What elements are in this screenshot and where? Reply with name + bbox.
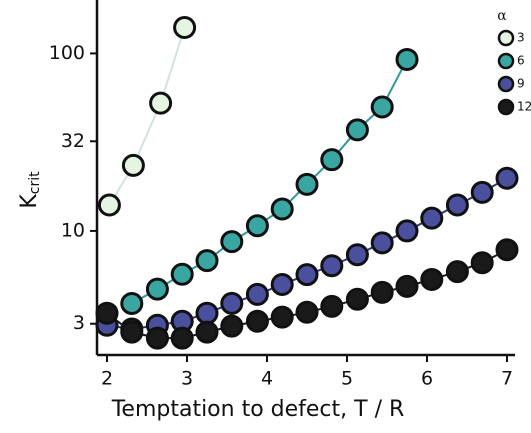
point <box>95 301 119 325</box>
legend-marker <box>497 29 515 47</box>
point <box>245 282 269 306</box>
y-tick-label: 3 <box>73 312 85 334</box>
point <box>495 166 519 190</box>
point <box>220 291 244 315</box>
point <box>470 251 494 275</box>
legend-title: α <box>497 8 507 24</box>
point <box>220 314 244 338</box>
point <box>149 91 173 115</box>
point <box>320 148 344 172</box>
point <box>420 206 444 230</box>
point <box>145 277 169 301</box>
point <box>245 309 269 333</box>
point <box>245 214 269 238</box>
point <box>345 243 369 267</box>
series-line <box>131 58 408 305</box>
legend-label: 12 <box>517 100 531 114</box>
point <box>270 273 294 297</box>
x-tick-label: 5 <box>341 368 353 390</box>
point <box>220 230 244 254</box>
legend-label: 3 <box>517 31 525 45</box>
point <box>445 260 469 284</box>
point <box>395 274 419 298</box>
point <box>320 294 344 318</box>
legend-label: 6 <box>517 54 525 68</box>
point <box>195 301 219 325</box>
point <box>97 193 121 217</box>
point <box>370 95 394 119</box>
point <box>395 47 419 71</box>
x-tick-label: 4 <box>261 368 273 390</box>
point <box>345 118 369 142</box>
point <box>295 300 319 324</box>
point <box>145 326 169 350</box>
point <box>270 305 294 329</box>
series-line <box>108 27 186 206</box>
y-axis-label: Kcrit <box>17 171 43 209</box>
point <box>195 320 219 344</box>
x-tick-label: 7 <box>501 368 513 390</box>
x-axis-label: Temptation to defect, T / R <box>111 397 405 422</box>
point <box>270 197 294 221</box>
point <box>170 326 194 350</box>
point <box>120 320 144 344</box>
point <box>295 263 319 287</box>
x-tick-label: 2 <box>101 368 113 390</box>
y-axis-label-main: K <box>17 194 42 209</box>
legend-marker <box>497 52 515 70</box>
point <box>173 15 197 39</box>
legend-label: 9 <box>517 77 525 91</box>
point <box>395 219 419 243</box>
point <box>495 238 519 262</box>
legend-marker <box>497 98 515 116</box>
point <box>120 292 144 316</box>
point <box>370 231 394 255</box>
point <box>320 254 344 278</box>
y-tick-label: 32 <box>61 130 85 152</box>
point <box>121 153 145 177</box>
x-tick-label: 3 <box>181 368 193 390</box>
x-tick-label: 6 <box>421 368 433 390</box>
y-tick-label: 10 <box>61 219 85 241</box>
point <box>195 249 219 273</box>
point <box>470 180 494 204</box>
point <box>445 193 469 217</box>
point <box>345 287 369 311</box>
point <box>170 262 194 286</box>
legend-marker <box>497 75 515 93</box>
y-tick-label: 100 <box>49 42 85 64</box>
y-axis-label-sub: crit <box>27 171 43 194</box>
point <box>295 172 319 196</box>
point <box>420 267 444 291</box>
point <box>370 280 394 304</box>
